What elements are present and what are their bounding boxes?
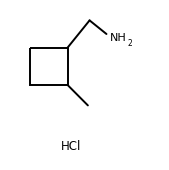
Text: NH: NH — [110, 33, 127, 43]
Text: HCl: HCl — [61, 140, 81, 153]
Text: 2: 2 — [128, 39, 132, 48]
